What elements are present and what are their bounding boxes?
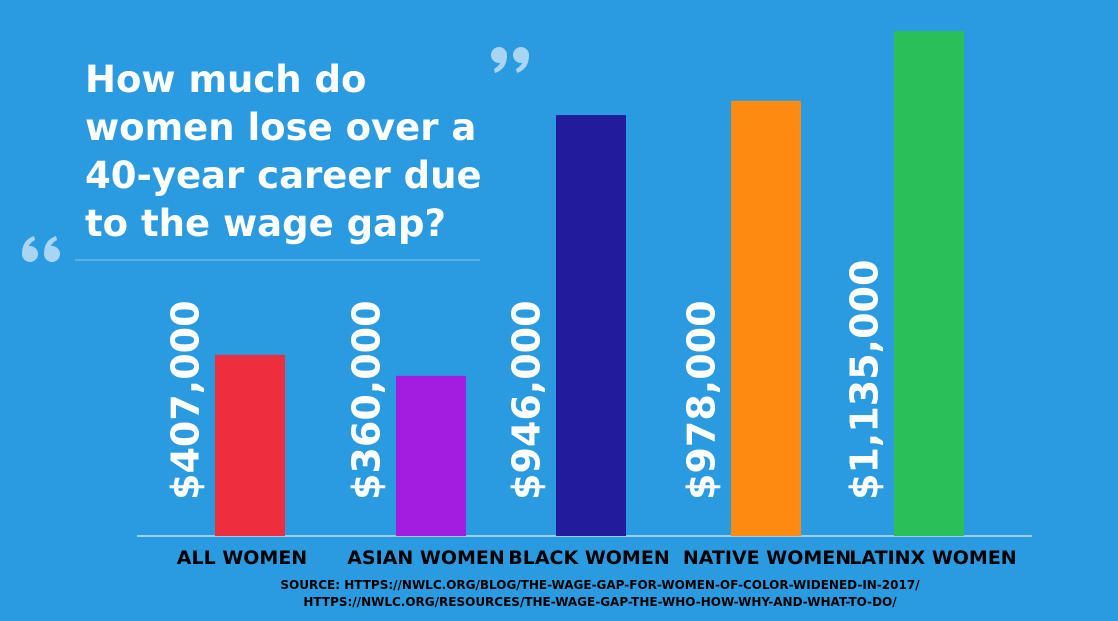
bar	[731, 100, 801, 537]
quote-open	[22, 236, 60, 262]
source-note: SOURCE: HTTPS://NWLC.ORG/BLOG/THE-WAGE-G…	[280, 578, 920, 592]
x-tick-label: ALL WOMEN	[177, 547, 307, 569]
value-label: $978,000	[680, 300, 724, 500]
value-label: $946,000	[505, 300, 549, 500]
x-tick-label: LATINX WOMEN	[849, 547, 1016, 569]
value-label: $360,000	[345, 300, 389, 500]
value-label: $1,135,000	[843, 260, 887, 500]
bar	[396, 375, 466, 536]
x-tick-label: BLACK WOMEN	[508, 547, 669, 569]
source-note: HTTPS://NWLC.ORG/RESOURCES/THE-WAGE-GAP-…	[303, 595, 897, 609]
bar	[556, 115, 626, 536]
bar	[894, 31, 964, 536]
chart-title: How much do women lose over a 40-year ca…	[85, 58, 482, 245]
bar	[215, 354, 285, 536]
value-label: $407,000	[164, 300, 208, 500]
x-tick-label: ASIAN WOMEN	[347, 547, 505, 569]
x-tick-label: NATIVE WOMEN	[683, 547, 851, 569]
quote-close	[491, 47, 529, 73]
